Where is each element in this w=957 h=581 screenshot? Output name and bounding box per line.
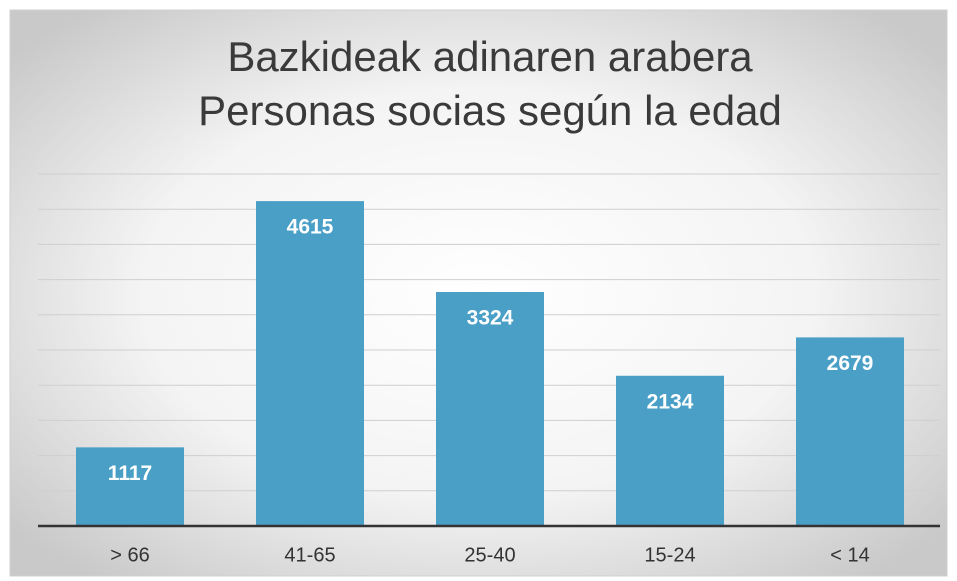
bar bbox=[436, 291, 544, 526]
bar bbox=[256, 201, 364, 526]
x-tick-label: 25-40 bbox=[464, 544, 515, 566]
value-label: 3324 bbox=[467, 307, 514, 330]
value-label: 4615 bbox=[287, 216, 334, 239]
value-label: 1117 bbox=[108, 462, 152, 485]
chart-title: Bazkideak adinaren arabera bbox=[227, 33, 753, 80]
x-tick-label: 15-24 bbox=[644, 544, 695, 566]
value-label: 2134 bbox=[647, 390, 694, 413]
value-label: 2679 bbox=[827, 352, 874, 375]
x-tick-label: > 66 bbox=[110, 544, 149, 566]
bar bbox=[616, 375, 724, 526]
bar bbox=[76, 447, 184, 526]
x-tick-label: 41-65 bbox=[284, 544, 335, 566]
bar bbox=[796, 337, 904, 526]
chart-title: Personas socias según la edad bbox=[198, 87, 782, 134]
x-tick-label: < 14 bbox=[830, 544, 869, 566]
